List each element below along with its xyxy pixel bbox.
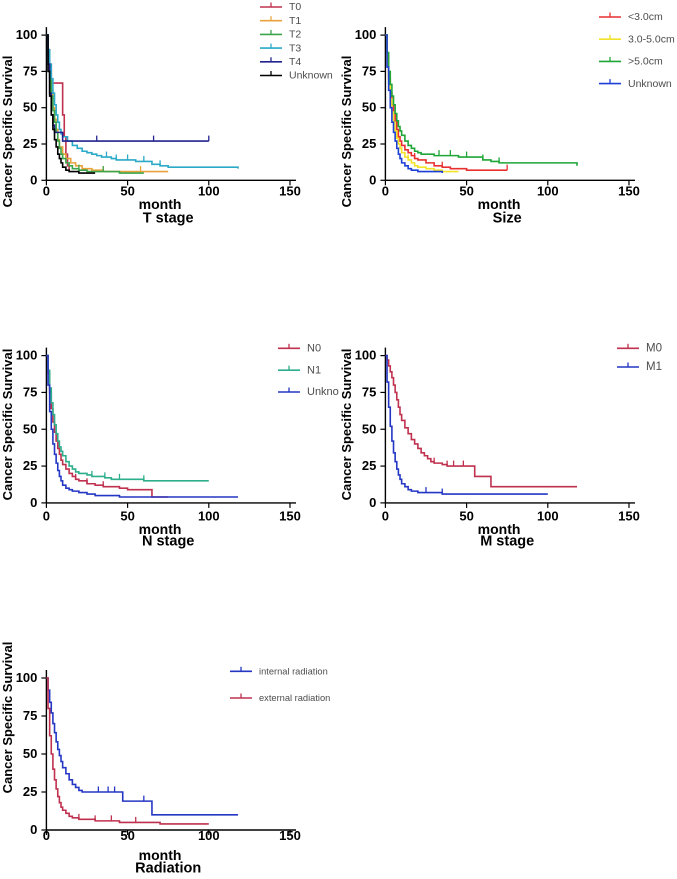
svg-text:N stage: N stage (142, 534, 194, 550)
svg-text:0: 0 (369, 495, 376, 510)
svg-text:0: 0 (30, 822, 37, 837)
svg-text:100: 100 (355, 27, 377, 42)
svg-text:0: 0 (43, 828, 50, 843)
svg-text:150: 150 (618, 509, 640, 524)
svg-text:75: 75 (23, 384, 37, 399)
svg-text:Cancer Specific Survival: Cancer Specific Survival (0, 56, 15, 208)
svg-text:Cancer Specific Survival: Cancer Specific Survival (0, 642, 15, 794)
svg-text:T3: T3 (289, 42, 301, 54)
svg-text:T0: T0 (289, 1, 301, 13)
svg-text:T1: T1 (289, 15, 301, 27)
svg-text:50: 50 (23, 746, 37, 761)
svg-text:0: 0 (30, 495, 37, 510)
svg-text:Unknown: Unknown (628, 78, 672, 90)
svg-text:50: 50 (120, 828, 134, 843)
svg-text:external radiation: external radiation (259, 693, 330, 703)
svg-text:75: 75 (362, 384, 376, 399)
svg-text:75: 75 (23, 63, 37, 78)
svg-text:Radiation: Radiation (135, 861, 201, 877)
svg-text:150: 150 (279, 184, 301, 199)
svg-text:100: 100 (198, 509, 220, 524)
svg-text:50: 50 (459, 184, 473, 199)
svg-text:Cancer Specific Survival: Cancer Specific Survival (0, 349, 15, 501)
svg-text:50: 50 (362, 100, 376, 115)
svg-text:T4: T4 (289, 56, 301, 68)
svg-text:Unknown: Unknown (307, 386, 339, 398)
svg-text:T2: T2 (289, 29, 301, 41)
svg-text:0: 0 (43, 184, 50, 199)
svg-text:N0: N0 (307, 343, 321, 355)
svg-text:50: 50 (23, 100, 37, 115)
svg-text:100: 100 (16, 27, 38, 42)
svg-text:100: 100 (198, 184, 220, 199)
svg-text:50: 50 (120, 509, 134, 524)
svg-text:T stage: T stage (143, 211, 194, 227)
svg-text:100: 100 (537, 184, 559, 199)
svg-text:100: 100 (537, 509, 559, 524)
svg-text:0: 0 (369, 172, 376, 187)
svg-text:N1: N1 (307, 364, 321, 376)
svg-text:50: 50 (23, 421, 37, 436)
svg-text:150: 150 (618, 184, 640, 199)
svg-text:0: 0 (382, 509, 389, 524)
svg-text:internal radiation: internal radiation (259, 667, 328, 677)
svg-text:3.0-5.0cm: 3.0-5.0cm (628, 33, 675, 45)
svg-text:M stage: M stage (480, 534, 534, 550)
svg-text:150: 150 (279, 509, 301, 524)
svg-text:25: 25 (23, 136, 37, 151)
svg-text:50: 50 (362, 421, 376, 436)
svg-text:50: 50 (120, 184, 134, 199)
svg-text:Unknown: Unknown (289, 70, 333, 82)
svg-text:100: 100 (16, 348, 38, 363)
svg-text:Cancer Specific Survival: Cancer Specific Survival (339, 56, 354, 208)
svg-text:25: 25 (362, 458, 376, 473)
svg-text:M0: M0 (646, 343, 662, 355)
svg-text:M1: M1 (646, 361, 662, 373)
svg-text:50: 50 (459, 509, 473, 524)
svg-text:25: 25 (362, 136, 376, 151)
svg-text:75: 75 (362, 63, 376, 78)
svg-text:75: 75 (23, 708, 37, 723)
svg-text:Size: Size (493, 211, 522, 227)
svg-text:100: 100 (198, 828, 220, 843)
svg-text:<3.0cm: <3.0cm (628, 11, 663, 23)
svg-text:0: 0 (30, 172, 37, 187)
svg-text:>5.0cm: >5.0cm (628, 56, 663, 68)
svg-text:100: 100 (16, 670, 38, 685)
svg-text:25: 25 (23, 458, 37, 473)
svg-text:100: 100 (355, 348, 377, 363)
svg-text:25: 25 (23, 784, 37, 799)
svg-text:0: 0 (382, 184, 389, 199)
svg-text:0: 0 (43, 509, 50, 524)
svg-text:150: 150 (279, 828, 301, 843)
svg-text:Cancer Specific Survival: Cancer Specific Survival (339, 349, 354, 501)
